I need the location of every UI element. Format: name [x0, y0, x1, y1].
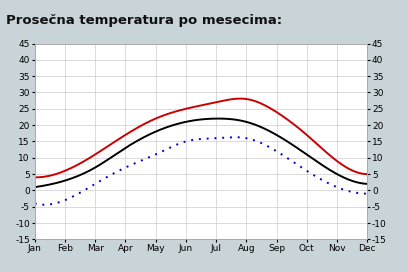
Text: Prosečna temperatura po mesecima:: Prosečna temperatura po mesecima:: [6, 14, 282, 27]
